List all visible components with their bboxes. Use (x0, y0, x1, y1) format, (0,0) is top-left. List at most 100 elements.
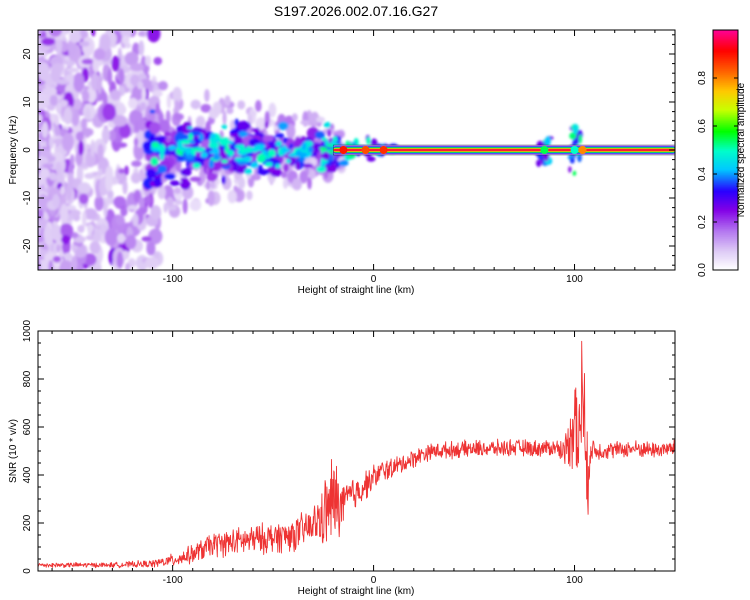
colorbar-strip (713, 92, 738, 95)
spectrogram-blob (86, 224, 94, 232)
spectrogram-blob (194, 147, 206, 153)
spectrogram-blob (52, 255, 62, 263)
colorbar-frame (712, 29, 739, 271)
colorbar-strip (713, 162, 738, 165)
spectrogram-blob (146, 30, 161, 43)
spectrogram-ridge-knot (361, 146, 370, 154)
colorbar-strip (713, 268, 738, 271)
spectrogram-blob (93, 229, 102, 243)
colorbar-strip (713, 126, 738, 129)
spectrogram-blob (104, 228, 118, 246)
spectrogram-blob (80, 127, 94, 137)
colorbar-strip (713, 110, 738, 113)
spectrogram-blob (336, 136, 342, 140)
spectrogram-blob (207, 190, 215, 207)
spectrogram-x-tick-label: 100 (566, 274, 583, 285)
spectrogram-blob (115, 102, 126, 117)
spectrogram-blob (38, 216, 48, 230)
colorbar-strip (713, 104, 738, 107)
colorbar-strip (713, 234, 738, 237)
snr-x-axis-label: Height of straight line (km) (298, 586, 415, 597)
spectrogram-blob (316, 116, 326, 123)
colorbar-strip (713, 198, 738, 201)
snr-y-tick-label: 600 (22, 418, 33, 435)
colorbar-strip (713, 42, 738, 45)
spectrogram-blob (268, 102, 277, 118)
spectrogram-blob (101, 127, 110, 143)
colorbar-strip (713, 220, 738, 223)
spectrogram-blob (41, 121, 49, 138)
spectrogram-blob (144, 257, 160, 269)
spectrogram-blob (273, 125, 279, 131)
spectrogram-blob (310, 111, 320, 126)
spectrogram-blob (145, 55, 152, 67)
colorbar-strip (713, 208, 738, 211)
spectrogram-blob (124, 51, 139, 66)
spectrogram-blob (39, 167, 50, 179)
colorbar-strip (713, 108, 738, 111)
spectrogram-blob (93, 48, 106, 61)
spectrogram-blob (221, 175, 226, 185)
colorbar-strip (713, 98, 738, 101)
spectrogram-blob (158, 81, 168, 91)
spectrogram-blob (130, 74, 140, 87)
spectrogram-blob (124, 165, 129, 176)
spectrogram-blob (148, 111, 156, 123)
spectrogram-blob (46, 104, 56, 111)
spectrogram-blob (173, 113, 184, 121)
spectrogram-blob (165, 137, 171, 143)
spectrogram-blob (121, 250, 130, 260)
spectrogram-blob (63, 107, 73, 125)
spectrogram-blob (224, 144, 230, 154)
spectrogram-blob (227, 189, 238, 204)
spectrogram-ridge-knot (540, 146, 549, 154)
colorbar-strip (713, 236, 738, 239)
colorbar-strip (713, 168, 738, 171)
spectrogram-blob (189, 199, 202, 212)
colorbar-strip (713, 136, 738, 139)
spectrogram-blob (179, 145, 188, 152)
spectrogram-blob (180, 179, 191, 190)
spectrogram-blob (204, 88, 210, 102)
spectrogram-blob (120, 206, 128, 217)
spectrogram-blob (94, 195, 104, 212)
spectrogram-blob (108, 129, 117, 142)
colorbar-strip (713, 184, 738, 187)
colorbar-strip (713, 56, 738, 59)
spectrogram-blob (78, 40, 90, 47)
spectrogram-blob (299, 170, 308, 184)
spectrogram-blob (41, 37, 56, 46)
colorbar-strip (713, 214, 738, 217)
spectrogram-blob (66, 67, 80, 73)
spectrogram-blob (205, 167, 210, 175)
spectrogram-blob (166, 196, 174, 207)
spectrogram-blob (265, 155, 271, 159)
spectrogram-blob (137, 81, 144, 90)
spectrogram-blob (180, 139, 192, 145)
spectrogram-blob (212, 147, 220, 153)
spectrogram-blob (255, 117, 267, 131)
spectrogram-blob (200, 152, 208, 158)
colorbar-strip (713, 186, 738, 189)
spectrogram-blob (125, 234, 137, 250)
spectrogram-blob (38, 84, 46, 90)
colorbar-strip (713, 74, 738, 77)
colorbar-strip (713, 88, 738, 91)
spectrogram-blob (48, 172, 58, 181)
spectrogram-blob (190, 148, 196, 156)
spectrogram-blob (578, 134, 582, 144)
spectrogram-blob (137, 30, 146, 37)
spectrogram-blob (59, 259, 74, 270)
spectrogram-blob (49, 94, 58, 107)
spectrogram-blob (60, 223, 74, 238)
spectrogram-blob (97, 75, 103, 95)
spectrogram-image (38, 30, 675, 270)
spectrogram-blob (173, 187, 182, 195)
colorbar-strip (713, 156, 738, 159)
colorbar-strip (713, 122, 738, 125)
colorbar-strip (713, 246, 738, 249)
spectrogram-blob (56, 78, 69, 85)
spectrogram-blob (138, 197, 145, 209)
colorbar-strip (713, 232, 738, 235)
spectrogram-blob (50, 63, 61, 83)
